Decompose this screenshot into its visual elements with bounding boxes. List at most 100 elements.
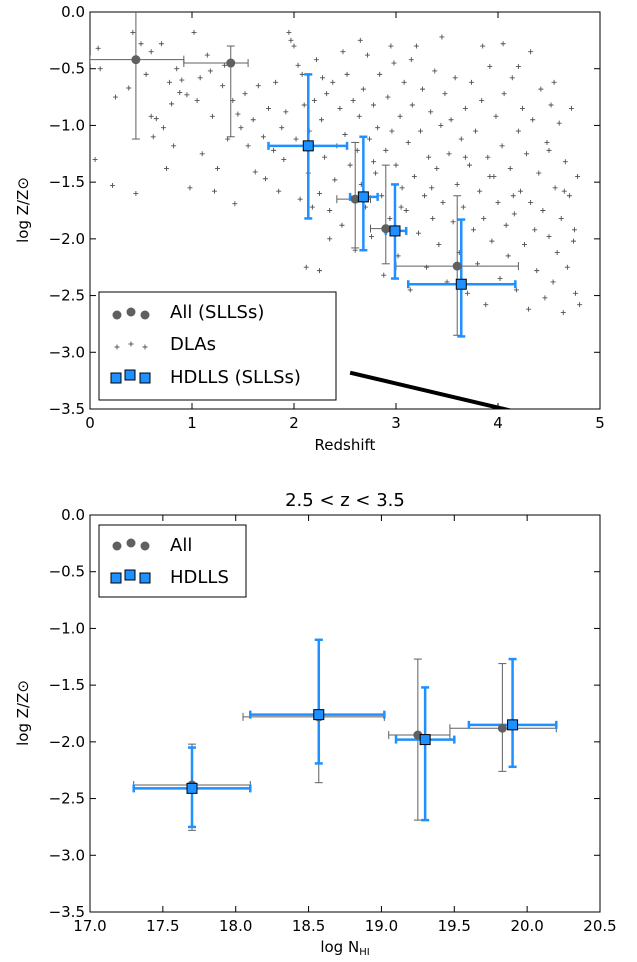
dla-point xyxy=(495,200,501,206)
dla-point xyxy=(479,97,485,103)
dla-point xyxy=(550,279,556,285)
dla-point xyxy=(95,45,101,51)
all-point xyxy=(140,541,150,551)
dla-point xyxy=(375,125,381,131)
panel-column-density: 2.5 < z < 3.5 17.0 17.5 18.0 18.5 19.0 19.5 20… xyxy=(14,490,617,958)
axis-ticks: 0 1 2 3 4 5 0.0 −0.5 −1.0 −1.5 −2.0 −2.5 −3.0 −3.5 xyxy=(49,3,605,432)
y-tick-label: −3.5 xyxy=(49,903,85,921)
dla-point xyxy=(350,97,356,103)
hdlls-point xyxy=(357,191,369,203)
dla-point xyxy=(422,193,428,199)
dla-point xyxy=(475,261,481,267)
dla-point xyxy=(276,188,282,194)
all-point xyxy=(226,58,236,68)
dla-point xyxy=(266,105,271,111)
dla-point xyxy=(473,128,479,134)
dla-point xyxy=(487,173,493,179)
dla-point xyxy=(255,83,261,89)
dla-point xyxy=(428,109,434,115)
dla-point xyxy=(409,102,415,108)
dla-point xyxy=(558,215,564,221)
dla-point xyxy=(97,66,103,72)
dla-point xyxy=(432,68,438,74)
dla-point xyxy=(262,176,268,182)
dla-point xyxy=(509,75,515,81)
dla-point xyxy=(515,128,521,134)
dla-point xyxy=(369,234,375,240)
all-errorbar xyxy=(370,164,397,265)
dla-point xyxy=(562,159,568,165)
dla-point xyxy=(215,166,220,172)
all-point xyxy=(350,194,360,204)
dla-point xyxy=(238,125,244,131)
dla-point xyxy=(301,102,307,108)
y-tick-label: −2.0 xyxy=(49,733,85,751)
y-tick-label: −1.5 xyxy=(49,676,85,694)
dla-point xyxy=(438,122,444,128)
hdlls-point xyxy=(124,369,136,381)
dla-point xyxy=(552,185,558,191)
dla-point xyxy=(454,181,460,187)
x-axis-label-main: log N xyxy=(320,938,359,956)
dla-point xyxy=(517,188,523,194)
dla-point xyxy=(415,230,421,236)
dla-point xyxy=(153,116,159,122)
dla-point xyxy=(464,290,470,296)
hdlls-point xyxy=(455,278,467,290)
all-errorbar xyxy=(90,12,185,140)
plot-data xyxy=(90,12,583,409)
dla-point xyxy=(283,109,289,115)
dla-point xyxy=(483,302,489,308)
dla-point xyxy=(560,310,566,316)
dla-point xyxy=(273,79,279,85)
dla-point xyxy=(534,268,540,274)
plot-frame xyxy=(89,11,601,410)
dla-point xyxy=(169,101,175,107)
all-point xyxy=(140,310,150,320)
dla-point xyxy=(187,185,193,191)
dla-point xyxy=(446,151,452,157)
dla-point xyxy=(503,222,509,228)
y-tick-label: −3.5 xyxy=(49,400,85,418)
dla-point xyxy=(566,193,572,199)
dla-point xyxy=(114,344,120,350)
y-tick-label: −1.5 xyxy=(49,173,85,191)
dla-point xyxy=(568,105,574,111)
dla-point xyxy=(109,183,115,189)
dla-point xyxy=(357,37,363,43)
y-tick-label: −0.5 xyxy=(49,60,85,78)
axis-ticks: 17.0 17.5 18.0 18.5 19.0 19.5 20.0 20.5 0.0 −0.5 −… xyxy=(49,506,617,935)
x-tick-label: 20.0 xyxy=(510,917,543,935)
dla-point xyxy=(366,136,372,142)
dla-point xyxy=(352,247,358,253)
dla-point xyxy=(430,215,436,221)
y-tick-label: 0.0 xyxy=(61,506,85,524)
legend-box xyxy=(98,524,247,598)
all-point xyxy=(381,224,391,234)
dla-point xyxy=(371,102,377,108)
dla-point xyxy=(577,302,583,308)
dla-point xyxy=(434,166,440,172)
dla-point xyxy=(199,151,205,157)
hdlls-errorbar xyxy=(467,657,558,769)
x-tick-label: 0 xyxy=(85,414,95,432)
dla-point xyxy=(379,193,385,199)
all-errorbar xyxy=(183,45,249,138)
dla-point xyxy=(540,208,546,213)
dla-point xyxy=(150,134,156,140)
dla-point xyxy=(142,344,148,350)
legend-marker-all xyxy=(112,538,150,551)
dla-point xyxy=(148,49,154,55)
x-tick-label: 17.5 xyxy=(146,917,179,935)
dla-point xyxy=(297,196,303,202)
x-tick-label: 17.0 xyxy=(73,917,106,935)
dla-point xyxy=(128,341,134,347)
y-tick-label: −2.5 xyxy=(49,790,85,808)
dla-point xyxy=(513,287,519,293)
dla-point xyxy=(194,97,200,103)
y-tick-label: −1.0 xyxy=(49,619,85,637)
dla-point xyxy=(542,295,548,301)
dla-point xyxy=(225,136,231,142)
dla-point xyxy=(360,86,366,92)
dla-point xyxy=(452,75,458,81)
